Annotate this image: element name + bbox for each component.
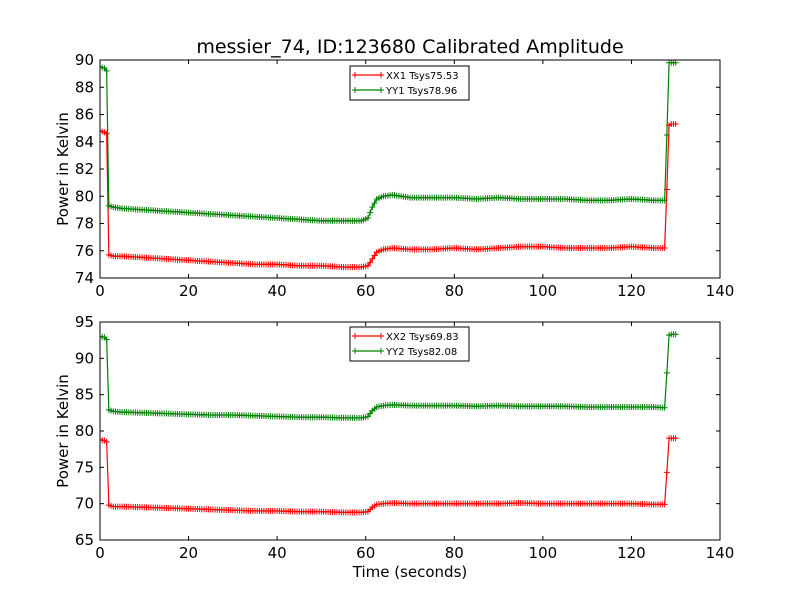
x-tick-label: 40 [268, 282, 287, 300]
data-point-marker [661, 245, 668, 252]
data-point-marker [364, 262, 371, 269]
legend-label: YY2 Tsys82.08 [385, 347, 457, 358]
legend-label: XX1 Tsys75.53 [386, 71, 459, 82]
y-tick-label: 90 [75, 51, 94, 69]
data-point-marker [369, 255, 376, 262]
x-tick-label: 100 [529, 544, 558, 562]
data-point-marker [371, 200, 378, 207]
x-tick-label: 0 [95, 544, 105, 562]
data-point-marker [663, 131, 670, 138]
top-plot-panel: 0 20 40 60 80 100 120 140 74 76 78 80 82 84 86 88 90 Powe… [54, 51, 734, 300]
y-tick-label: 86 [75, 106, 94, 124]
y-tick-label: 65 [75, 531, 94, 549]
x-tick-label: 80 [445, 282, 464, 300]
x-tick-label: 60 [356, 282, 375, 300]
data-point-marker [371, 252, 378, 259]
x-tick-label: 120 [617, 544, 646, 562]
y-tick-label: 80 [75, 422, 94, 440]
data-point-marker [661, 404, 668, 411]
data-point-marker [661, 501, 668, 508]
x-tick-label: 140 [706, 544, 735, 562]
data-point-marker [103, 67, 110, 74]
x-tick-label: 40 [268, 544, 287, 562]
x-tick-label: 60 [356, 544, 375, 562]
y-tick-label: 95 [75, 313, 94, 331]
y-tick-label: 75 [75, 458, 94, 476]
data-point-marker [672, 435, 679, 442]
y-tick-label: 85 [75, 386, 94, 404]
data-point-marker [103, 438, 110, 445]
legend-swatch [352, 333, 384, 339]
x-tick-label: 20 [179, 282, 198, 300]
series-markers [100, 60, 679, 224]
data-point-marker [672, 121, 679, 128]
x-tick-label: 20 [179, 544, 198, 562]
legend-swatch [352, 72, 384, 78]
legend: XX1 Tsys75.53 YY1 Tsys78.96 [349, 65, 470, 101]
legend-label: YY1 Tsys78.96 [385, 86, 457, 97]
y-tick-label: 76 [75, 242, 94, 260]
x-tick-label: 120 [617, 282, 646, 300]
x-tick-label: 0 [95, 282, 105, 300]
legend: XX2 Tsys69.83 YY2 Tsys82.08 [349, 326, 470, 362]
y-axis-label: Power in Kelvin [54, 374, 72, 488]
y-tick-label: 90 [75, 349, 94, 367]
y-tick-label: 70 [75, 495, 94, 513]
x-tick-label: 100 [529, 282, 558, 300]
y-tick-label: 78 [75, 215, 94, 233]
data-point-marker [103, 336, 110, 343]
data-point-marker [367, 209, 374, 216]
data-point-marker [663, 469, 670, 476]
bottom-plot-panel: 0 20 40 60 80 100 120 140 65 70 75 80 85 90 95 Power in… [54, 313, 734, 581]
y-tick-label: 74 [75, 269, 94, 287]
series-markers [100, 121, 679, 271]
series-1 [100, 435, 679, 516]
x-tick-label: 80 [445, 544, 464, 562]
legend-swatch [352, 87, 384, 93]
y-tick-label: 82 [75, 160, 94, 178]
data-point-marker [661, 197, 668, 204]
y-tick-label: 88 [75, 78, 94, 96]
data-point-marker [672, 60, 679, 66]
y-tick-label: 80 [75, 187, 94, 205]
y-tick-label: 84 [75, 133, 94, 151]
series-markers [100, 331, 679, 421]
y-axis-label: Power in Kelvin [54, 112, 72, 226]
data-point-marker [103, 130, 110, 137]
series-2 [100, 331, 679, 421]
series-2 [100, 60, 679, 224]
x-axis-label: Time (seconds) [352, 563, 468, 581]
series-markers [100, 435, 679, 516]
data-point-marker [672, 331, 679, 338]
data-point-marker [367, 259, 374, 266]
series-1 [100, 121, 679, 271]
legend-swatch [352, 348, 384, 354]
data-point-marker [369, 204, 376, 211]
x-tick-label: 140 [706, 282, 735, 300]
legend-label: XX2 Tsys69.83 [386, 332, 459, 343]
chart-title: messier_74, ID:123680 Calibrated Amplitu… [196, 36, 623, 58]
data-point-marker [364, 215, 371, 222]
data-point-marker [663, 369, 670, 376]
